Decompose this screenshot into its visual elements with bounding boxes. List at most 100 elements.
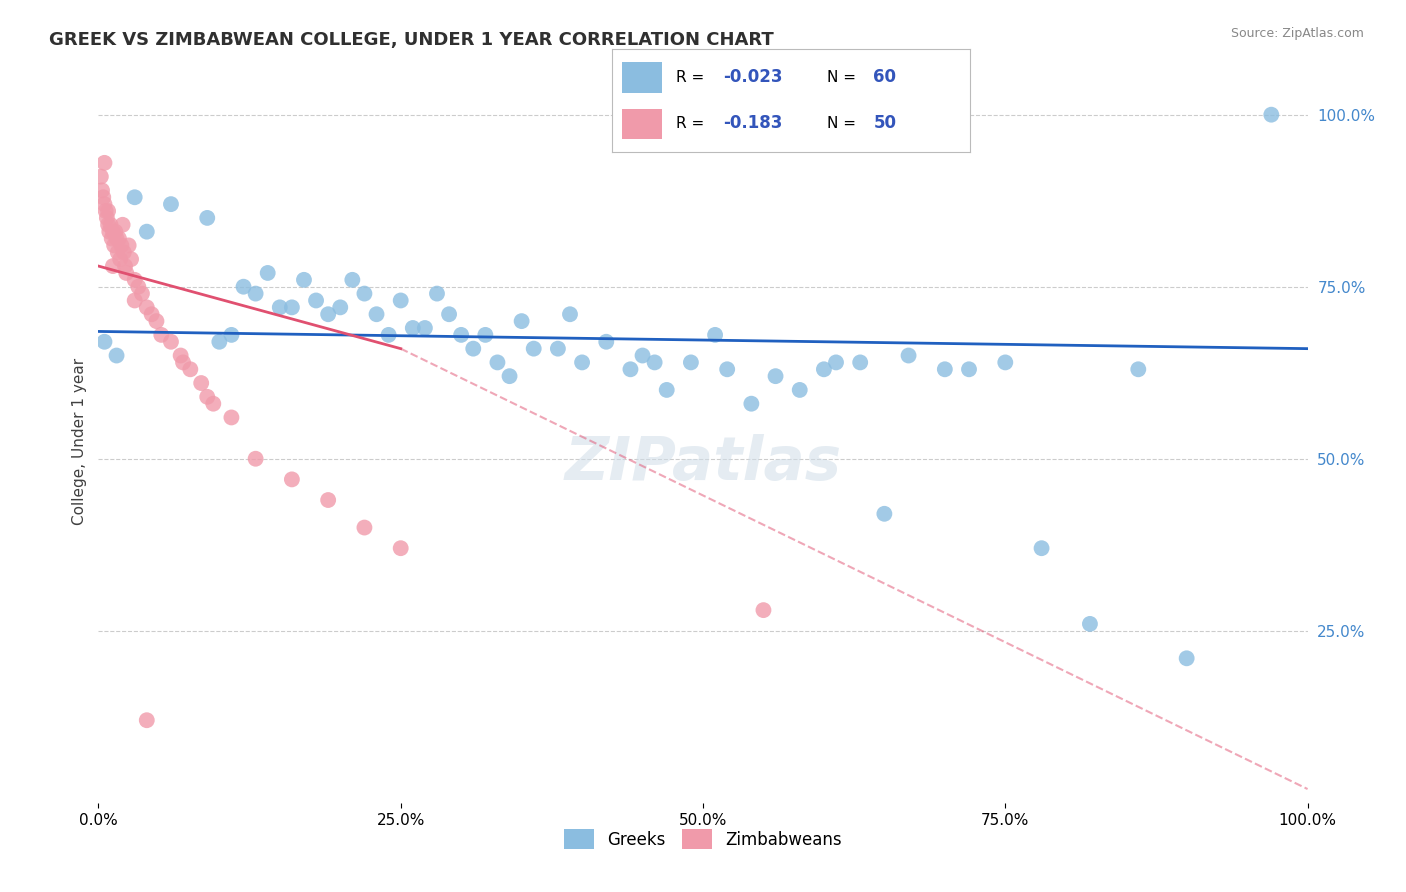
- Text: -0.023: -0.023: [723, 69, 782, 87]
- Point: [91, 183, 114, 197]
- Point: [873, 507, 896, 521]
- Point: [752, 603, 775, 617]
- Point: [108, 252, 131, 267]
- Point: [135, 713, 157, 727]
- Text: GREEK VS ZIMBABWEAN COLLEGE, UNDER 1 YEAR CORRELATION CHART: GREEK VS ZIMBABWEAN COLLEGE, UNDER 1 YEA…: [49, 31, 773, 49]
- Point: [202, 397, 225, 411]
- Point: [98, 225, 121, 239]
- Legend: Greeks, Zimbabweans: Greeks, Zimbabweans: [557, 822, 849, 856]
- Point: [104, 225, 127, 239]
- Point: [1128, 362, 1150, 376]
- Point: [644, 355, 666, 369]
- Point: [316, 307, 339, 321]
- Point: [195, 390, 218, 404]
- Point: [221, 327, 243, 342]
- Point: [474, 327, 496, 342]
- Point: [103, 238, 125, 252]
- Point: [498, 369, 520, 384]
- Point: [110, 238, 132, 252]
- Point: [120, 252, 142, 267]
- Point: [131, 286, 153, 301]
- Point: [93, 197, 115, 211]
- Point: [94, 204, 117, 219]
- Text: ZIPatlas: ZIPatlas: [564, 434, 842, 492]
- Point: [437, 307, 460, 321]
- Point: [825, 355, 848, 369]
- Point: [704, 327, 727, 342]
- Point: [329, 301, 352, 315]
- Point: [281, 472, 304, 486]
- Point: [245, 286, 267, 301]
- Bar: [623, 62, 662, 93]
- Point: [124, 190, 146, 204]
- Text: N =: N =: [827, 116, 860, 131]
- Point: [93, 156, 115, 170]
- Y-axis label: College, Under 1 year: College, Under 1 year: [72, 358, 87, 525]
- Text: R =: R =: [676, 116, 709, 131]
- Point: [897, 349, 920, 363]
- Point: [96, 211, 118, 225]
- Point: [101, 259, 124, 273]
- Point: [679, 355, 702, 369]
- Point: [316, 493, 339, 508]
- Point: [789, 383, 811, 397]
- Point: [172, 355, 194, 369]
- Point: [190, 376, 212, 390]
- Point: [114, 259, 136, 273]
- Point: [523, 342, 546, 356]
- Point: [256, 266, 278, 280]
- Point: [141, 307, 163, 321]
- Point: [91, 190, 114, 204]
- Point: [413, 321, 436, 335]
- Text: N =: N =: [827, 70, 860, 85]
- Point: [1260, 108, 1282, 122]
- Point: [169, 349, 191, 363]
- Point: [740, 397, 762, 411]
- Point: [100, 231, 122, 245]
- Point: [957, 362, 980, 376]
- Point: [101, 225, 124, 239]
- Point: [377, 327, 399, 342]
- Point: [716, 362, 738, 376]
- Point: [486, 355, 509, 369]
- Point: [105, 349, 128, 363]
- Point: [1175, 651, 1198, 665]
- Point: [150, 327, 173, 342]
- Point: [305, 293, 328, 308]
- Point: [93, 334, 115, 349]
- Point: [97, 218, 120, 232]
- Bar: [623, 109, 662, 139]
- Point: [108, 231, 131, 245]
- Point: [353, 286, 375, 301]
- Point: [547, 342, 569, 356]
- Point: [342, 273, 364, 287]
- Point: [402, 321, 425, 335]
- Point: [179, 362, 201, 376]
- Point: [135, 301, 157, 315]
- Point: [124, 273, 146, 287]
- Point: [655, 383, 678, 397]
- Text: -0.183: -0.183: [723, 114, 782, 132]
- Point: [463, 342, 485, 356]
- Point: [389, 293, 412, 308]
- Point: [595, 334, 617, 349]
- Point: [510, 314, 533, 328]
- Point: [160, 334, 183, 349]
- Point: [107, 245, 129, 260]
- Point: [281, 301, 304, 315]
- Point: [1031, 541, 1053, 556]
- Point: [135, 225, 157, 239]
- Text: 60: 60: [873, 69, 897, 87]
- Point: [111, 218, 134, 232]
- Point: [813, 362, 835, 376]
- Point: [208, 334, 231, 349]
- Point: [426, 286, 449, 301]
- Point: [1078, 616, 1101, 631]
- Point: [112, 245, 135, 260]
- Point: [558, 307, 581, 321]
- Point: [124, 293, 146, 308]
- Point: [571, 355, 593, 369]
- Point: [232, 279, 254, 293]
- Point: [118, 238, 141, 252]
- Point: [765, 369, 787, 384]
